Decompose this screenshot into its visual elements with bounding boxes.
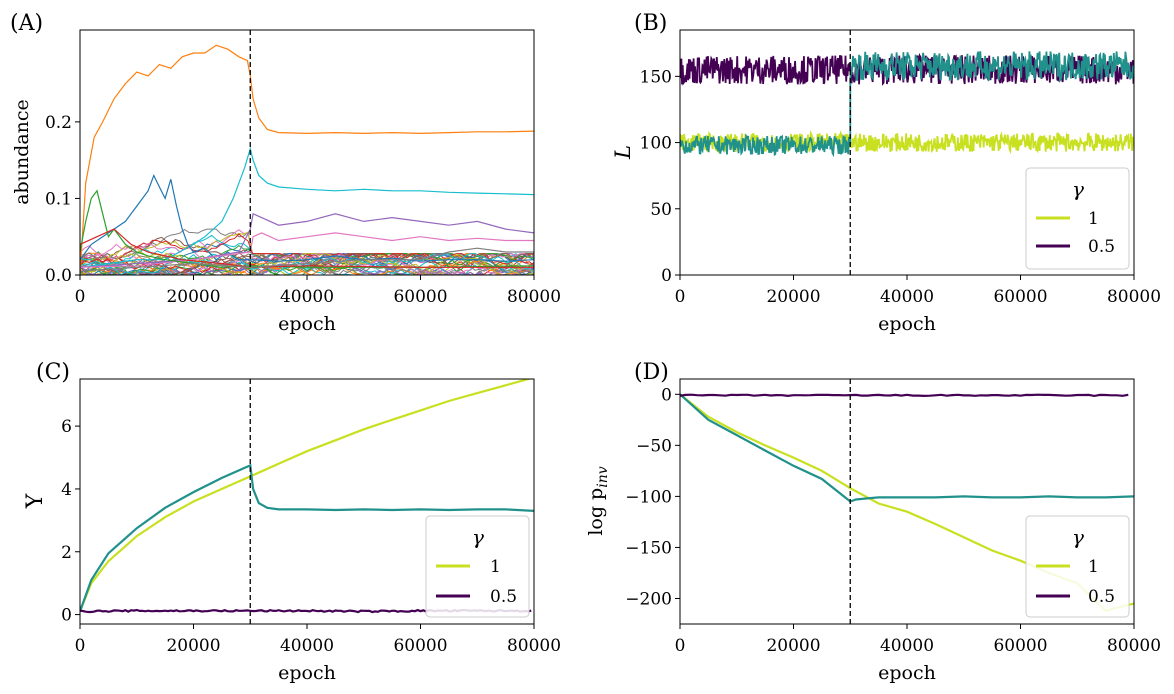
species-abundance-line (80, 253, 534, 275)
legend: γ 1 0.5 (425, 515, 530, 618)
y-tick-label: 6 (61, 417, 72, 437)
y-axis-label: L (611, 145, 635, 160)
legend-label-05: 0.5 (1088, 237, 1115, 257)
x-tick-label: 80000 (1107, 636, 1161, 656)
x-tick-label: 40000 (280, 287, 334, 307)
legend-title: γ (1072, 177, 1084, 201)
x-tick-label: 20000 (166, 636, 220, 656)
species-abundance-line (80, 252, 534, 275)
x-tick-label: 80000 (1107, 287, 1161, 307)
x-tick-label: 60000 (993, 287, 1047, 307)
y-tick-label: 2 (61, 543, 72, 563)
legend-title: γ (1072, 525, 1084, 549)
species-abundance-line (80, 242, 534, 275)
species-abundance-line (80, 253, 534, 275)
x-tick-label: 60000 (993, 636, 1047, 656)
panel-label: (A) (10, 11, 43, 36)
x-axis-label: epoch (878, 662, 936, 684)
series-line (80, 463, 534, 612)
legend-label-1: 1 (1088, 557, 1099, 577)
series-line (80, 247, 534, 272)
y-tick-label: 0.0 (45, 266, 72, 286)
y-axis-label: Υ (23, 493, 48, 509)
series-line (80, 379, 533, 612)
y-tick-label: 0 (661, 385, 672, 405)
panel-b: 0 20000 40000 60000 80000 0 50 100 150 (B) epoch… (611, 11, 1161, 335)
panel-c: 0 20000 40000 60000 80000 0 2 4 6 (C) epoch Υ γ … (23, 360, 561, 684)
species-abundance-line (80, 257, 534, 275)
series-line (80, 173, 534, 262)
x-tick-label: 80000 (507, 636, 561, 656)
y-tick-label: 0 (61, 606, 72, 626)
x-tick-label: 80000 (507, 287, 561, 307)
y-tick-label: −200 (625, 589, 672, 609)
x-tick-label: 0 (75, 636, 86, 656)
x-tick-label: 0 (675, 636, 686, 656)
y-tick-label: −150 (625, 538, 672, 558)
legend: γ 1 0.5 (1025, 167, 1130, 270)
legend-label-05: 0.5 (1088, 587, 1115, 607)
legend: γ 1 0.5 (1025, 515, 1130, 618)
species-abundance-line (80, 250, 534, 275)
x-tick-label: 20000 (166, 287, 220, 307)
y-axis-label-sub: inv (595, 466, 611, 487)
series-line (80, 212, 534, 268)
y-tick-label: 100 (640, 134, 672, 154)
x-tick-label: 0 (75, 287, 86, 307)
x-tick-label: 40000 (880, 287, 934, 307)
series-line (80, 232, 534, 268)
y-axis-label: log pinv (585, 466, 611, 535)
series-line (80, 44, 534, 275)
y-axis-label: abundance (11, 99, 33, 205)
y-axis-label-main: log p (585, 488, 607, 536)
x-axis-label: epoch (878, 313, 936, 335)
x-axis-label: epoch (278, 662, 336, 684)
panel-a: 0 20000 40000 60000 80000 0.0 0.1 0.2 (A) epoch… (10, 11, 561, 335)
y-tick-label: −50 (636, 436, 672, 456)
y-tick-label: 0 (661, 266, 672, 286)
legend-label-05: 0.5 (490, 587, 517, 607)
legend-title: γ (472, 525, 484, 549)
series-line (80, 228, 534, 268)
legend-label-1: 1 (490, 557, 501, 577)
x-tick-label: 60000 (393, 636, 447, 656)
series-line (680, 393, 1129, 398)
series-line (680, 130, 1134, 155)
series-line (680, 51, 1134, 158)
panel-d: 0 20000 40000 60000 80000 0 −50 −100 −150 −200 (D… (585, 360, 1161, 684)
legend-label-1: 1 (1088, 209, 1099, 229)
x-tick-label: 40000 (280, 636, 334, 656)
y-tick-label: −100 (625, 487, 672, 507)
y-tick-label: 0.1 (45, 189, 72, 209)
y-tick-label: 150 (640, 67, 672, 87)
x-tick-label: 20000 (766, 287, 820, 307)
x-tick-label: 40000 (880, 636, 934, 656)
species-abundance-line (80, 233, 534, 266)
x-tick-label: 20000 (766, 636, 820, 656)
series-line (680, 52, 1134, 86)
panel-label: (C) (36, 360, 70, 385)
y-tick-label: 50 (650, 200, 672, 220)
x-axis-label: epoch (278, 313, 336, 335)
x-tick-label: 0 (675, 287, 686, 307)
x-tick-label: 60000 (393, 287, 447, 307)
series-line (680, 393, 1134, 503)
y-tick-label: 4 (61, 480, 72, 500)
y-tick-label: 0.2 (45, 113, 72, 133)
panel-label: (B) (634, 11, 667, 36)
series-line (80, 146, 534, 268)
panel-label: (D) (634, 360, 669, 385)
